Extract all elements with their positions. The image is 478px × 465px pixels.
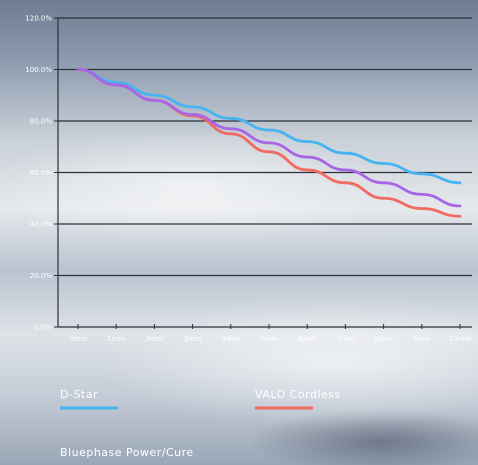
y-tick-label-4: 40.0%	[30, 221, 53, 229]
x-tick-label-3: 3mm	[184, 335, 202, 343]
x-tick-label-8: 8mm	[375, 335, 393, 343]
legend-label-2: Bluephase Power/Cure	[60, 446, 194, 459]
x-tick-label-10: 10mm	[449, 335, 472, 343]
series-lines	[76, 68, 462, 218]
x-tick-label-2: 2mm	[145, 335, 163, 343]
y-tick-label-6: 0.0%	[34, 324, 52, 332]
x-tick-label-9: 9mm	[413, 335, 431, 343]
x-tick-label-4: 4mm	[222, 335, 240, 343]
series-line-0	[76, 68, 462, 185]
y-tick-label-3: 60.0%	[30, 169, 53, 177]
legend-label-0: D-Star	[60, 388, 98, 401]
x-tick-label-1: 1mm	[107, 335, 125, 343]
y-tick-label-1: 100.0%	[25, 66, 52, 74]
x-tick-label-5: 5mm	[260, 335, 278, 343]
x-tick-label-6: 6mm	[298, 335, 316, 343]
legend-label-1: VALO Cordless	[255, 388, 341, 401]
axes	[54, 17, 472, 329]
series-line-2	[76, 68, 462, 208]
x-tick-labels: 0mm 1mm 2mm 3mm 4mm 5mm 6mm 7mm 8mm 9mm 10mm	[69, 335, 471, 343]
y-tick-labels: 120.0% 100.0% 80.0% 60.0% 40.0% 20.0% 0.0%	[25, 15, 52, 332]
x-tick-label-7: 7mm	[336, 335, 354, 343]
y-tick-label-5: 20.0%	[30, 272, 53, 280]
y-tick-label-0: 120.0%	[25, 15, 52, 23]
x-tick-label-0: 0mm	[69, 335, 87, 343]
y-tick-label-2: 80.0%	[30, 118, 53, 126]
legend: D-Star VALO Cordless Bluephase Power/Cure	[60, 388, 341, 459]
grid-lines	[58, 17, 472, 277]
